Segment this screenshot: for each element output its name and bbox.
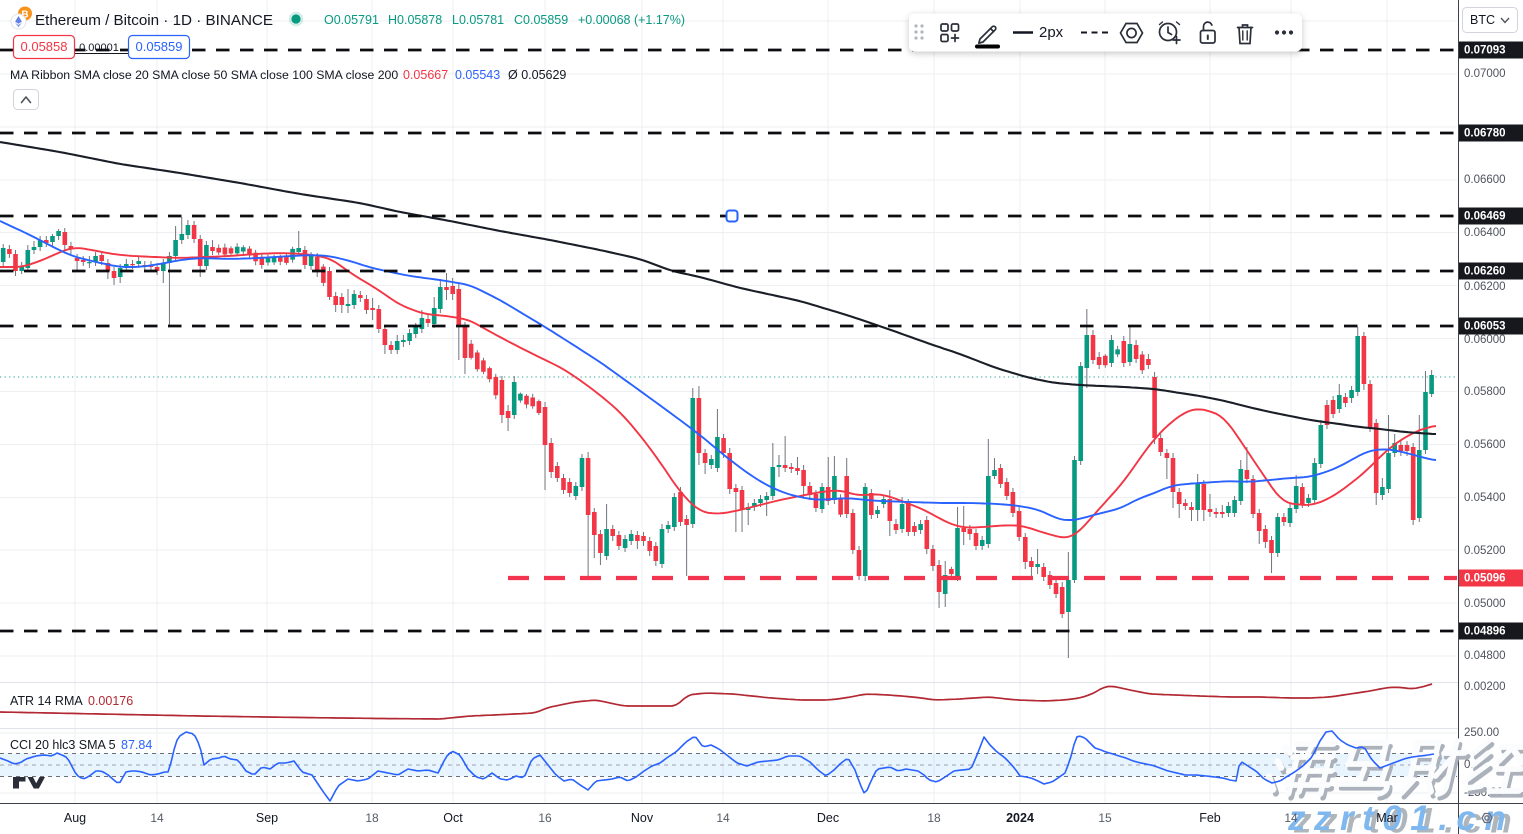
svg-text:14: 14 (1284, 811, 1298, 825)
svg-text:B: B (21, 10, 28, 21)
svg-text:2px: 2px (1039, 24, 1064, 41)
svg-text:0.04896: 0.04896 (1464, 626, 1506, 638)
svg-text:H0.05878: H0.05878 (388, 13, 442, 27)
svg-text:0.07093: 0.07093 (1464, 45, 1506, 57)
svg-text:Ø 0.05629: Ø 0.05629 (508, 68, 566, 82)
svg-text:14: 14 (716, 811, 730, 825)
svg-text:C0.05859: C0.05859 (514, 13, 568, 27)
svg-text:ATR 14 RMA: ATR 14 RMA (10, 694, 83, 708)
svg-text:14: 14 (150, 811, 164, 825)
svg-text:0.06200: 0.06200 (1464, 281, 1506, 293)
svg-text:Sep: Sep (256, 811, 278, 825)
svg-text:0.06053: 0.06053 (1464, 321, 1506, 333)
svg-text:250.00: 250.00 (1464, 727, 1499, 739)
svg-text:15: 15 (1098, 811, 1112, 825)
svg-text:0.05600: 0.05600 (1464, 439, 1506, 451)
svg-text:Ethereum / Bitcoin · 1D · BINA: Ethereum / Bitcoin · 1D · BINANCE (35, 12, 273, 29)
svg-text:Mar: Mar (1376, 811, 1398, 825)
svg-text:18: 18 (927, 811, 941, 825)
svg-text:0.00001: 0.00001 (79, 42, 119, 54)
svg-text:18: 18 (365, 811, 379, 825)
svg-text:Aug: Aug (64, 811, 86, 825)
svg-text:0.06000: 0.06000 (1464, 334, 1506, 346)
svg-text:0.05096: 0.05096 (1464, 573, 1506, 585)
svg-text:Nov: Nov (631, 811, 654, 825)
svg-text:0.05200: 0.05200 (1464, 545, 1506, 557)
svg-text:0.06260: 0.06260 (1464, 266, 1506, 278)
svg-text:Dec: Dec (817, 811, 839, 825)
svg-text:87.84: 87.84 (121, 738, 152, 752)
svg-text:0.05859: 0.05859 (136, 39, 183, 54)
svg-text:0.00200: 0.00200 (1464, 681, 1506, 693)
svg-text:0.05000: 0.05000 (1464, 598, 1506, 610)
svg-text:BTC: BTC (1470, 13, 1495, 27)
svg-text:CCI 20 hlc3 SMA 5: CCI 20 hlc3 SMA 5 (10, 738, 116, 752)
svg-text:0.06469: 0.06469 (1464, 211, 1506, 223)
svg-text:0.07000: 0.07000 (1464, 68, 1506, 80)
svg-text:Feb: Feb (1199, 811, 1221, 825)
svg-text:zzrt01.cn: zzrt01.cn (1287, 799, 1514, 834)
svg-text:0.06400: 0.06400 (1464, 227, 1506, 239)
svg-text:0.06600: 0.06600 (1464, 174, 1506, 186)
svg-text:+0.00068 (+1.17%): +0.00068 (+1.17%) (578, 13, 685, 27)
svg-text:zzrt01.cn: zzrt01.cn (1293, 802, 1520, 834)
svg-text:0.05800: 0.05800 (1464, 386, 1506, 398)
svg-text:0.05858: 0.05858 (21, 39, 68, 54)
svg-text:MA Ribbon SMA close 20 SMA clo: MA Ribbon SMA close 20 SMA close 50 SMA … (10, 68, 398, 82)
svg-text:0.00176: 0.00176 (88, 694, 133, 708)
svg-text:0.05667: 0.05667 (403, 68, 448, 82)
svg-text:2024: 2024 (1006, 811, 1034, 825)
svg-text:16: 16 (538, 811, 552, 825)
svg-text:L0.05781: L0.05781 (452, 13, 504, 27)
svg-text:O0.05791: O0.05791 (324, 13, 379, 27)
svg-text:0.04800: 0.04800 (1464, 650, 1506, 662)
svg-text:0.05543: 0.05543 (455, 68, 500, 82)
svg-text:0.05400: 0.05400 (1464, 492, 1506, 504)
svg-text:0.06780: 0.06780 (1464, 128, 1506, 140)
svg-text:Oct: Oct (443, 811, 463, 825)
